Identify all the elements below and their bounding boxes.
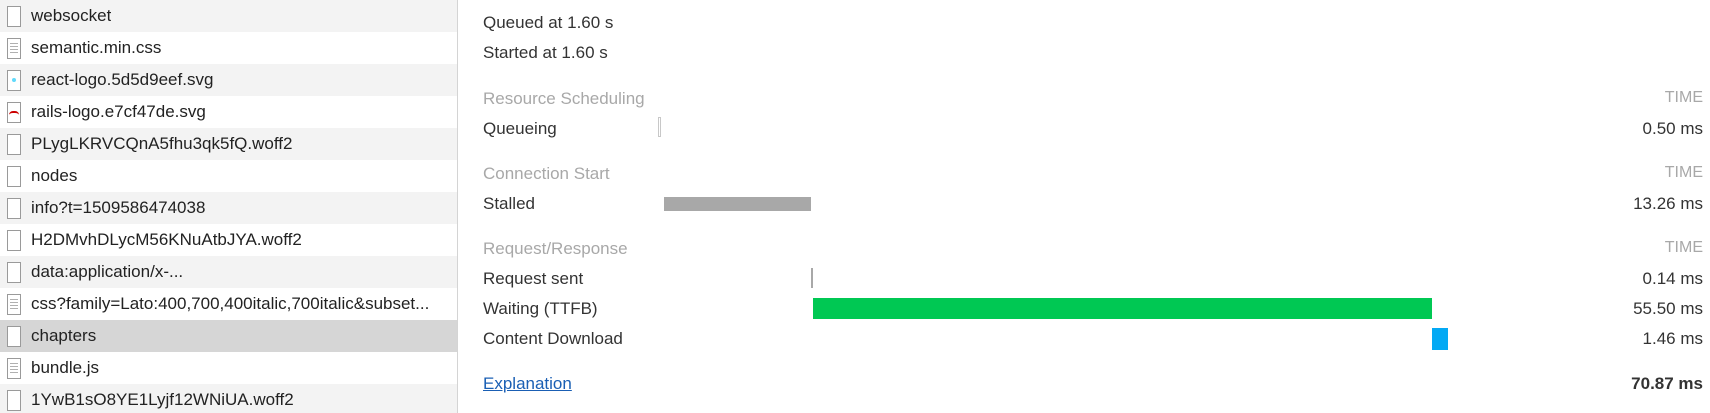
- timing-bar-waiting-ttfb[interactable]: [812, 298, 1432, 319]
- explanation-link[interactable]: Explanation: [483, 374, 572, 393]
- time-column-label: TIME: [1664, 164, 1703, 181]
- doc-icon: [7, 261, 21, 283]
- row-label-request-sent: Request sent: [483, 269, 584, 288]
- rails-image-icon: [7, 101, 21, 123]
- row-value-waiting-ttfb: 55.50 ms: [1633, 299, 1703, 318]
- row-value-content-download: 1.46 ms: [1642, 329, 1703, 348]
- css-file-icon: [7, 37, 21, 59]
- doc-icon: [7, 325, 21, 347]
- request-name: PLygLKRVCQnA5fhu3qk5fQ.woff2: [31, 134, 293, 153]
- request-name: 1YwB1sO8YE1Lyjf12WNiUA.woff2: [31, 390, 294, 409]
- timing-bar-stalled[interactable]: [663, 197, 812, 211]
- section-title-request-response: Request/Response: [483, 239, 628, 258]
- request-name: chapters: [31, 326, 97, 345]
- row-value-request-sent: 0.14 ms: [1642, 269, 1703, 288]
- request-list: websocket semantic.min.css react-logo.5d5d…: [0, 0, 458, 413]
- queued-at-text: Queued at 1.60 s: [483, 13, 614, 32]
- request-row[interactable]: chapters: [0, 320, 457, 352]
- doc-icon: [7, 229, 21, 251]
- request-name: css?family=Lato:400,700,400italic,700ita…: [31, 294, 430, 313]
- request-row[interactable]: rails-logo.e7cf47de.svg: [0, 96, 457, 128]
- timing-panel: Queued at 1.60 s Started at 1.60 s Resou…: [458, 0, 1710, 413]
- section-title-resource-scheduling: Resource Scheduling: [483, 89, 645, 108]
- request-row[interactable]: nodes: [0, 160, 457, 192]
- request-row[interactable]: bundle.js: [0, 352, 457, 384]
- row-value-stalled: 13.26 ms: [1633, 194, 1703, 213]
- request-name: data:application/x-...: [31, 262, 184, 281]
- request-name: semantic.min.css: [31, 38, 162, 57]
- request-row[interactable]: H2DMvhDLycM56KNuAtbJYA.woff2: [0, 224, 457, 256]
- row-label-stalled: Stalled: [483, 194, 535, 213]
- row-label-queueing: Queueing: [483, 119, 557, 138]
- timing-bar-queueing[interactable]: [658, 117, 661, 137]
- section-title-connection-start: Connection Start: [483, 164, 610, 183]
- timing-bar-request-sent[interactable]: [811, 268, 814, 288]
- request-name: nodes: [31, 166, 78, 185]
- request-row[interactable]: info?t=1509586474038: [0, 192, 457, 224]
- timing-bar-content-download[interactable]: [1431, 328, 1448, 350]
- request-name: websocket: [31, 6, 112, 25]
- request-name: react-logo.5d5d9eef.svg: [31, 70, 214, 89]
- css-file-icon: [7, 357, 21, 379]
- request-row[interactable]: react-logo.5d5d9eef.svg: [0, 64, 457, 96]
- doc-icon: [7, 5, 21, 27]
- doc-icon: [7, 389, 21, 411]
- request-row[interactable]: data:application/x-...: [0, 256, 457, 288]
- request-name: rails-logo.e7cf47de.svg: [31, 102, 206, 121]
- doc-icon: [7, 197, 21, 219]
- row-value-queueing: 0.50 ms: [1642, 119, 1703, 138]
- css-file-icon: [7, 293, 21, 315]
- doc-icon: [7, 165, 21, 187]
- started-at-text: Started at 1.60 s: [483, 43, 608, 62]
- request-row[interactable]: css?family=Lato:400,700,400italic,700ita…: [0, 288, 457, 320]
- request-row[interactable]: PLygLKRVCQnA5fhu3qk5fQ.woff2: [0, 128, 457, 160]
- request-name: H2DMvhDLycM56KNuAtbJYA.woff2: [31, 230, 302, 249]
- time-column-label: TIME: [1664, 239, 1703, 256]
- row-label-content-download: Content Download: [483, 329, 623, 348]
- react-image-icon: [7, 69, 21, 91]
- request-row[interactable]: semantic.min.css: [0, 32, 457, 64]
- time-column-label: TIME: [1664, 89, 1703, 106]
- request-name: info?t=1509586474038: [31, 198, 206, 217]
- row-label-waiting-ttfb: Waiting (TTFB): [483, 299, 598, 318]
- total-duration: 70.87 ms: [1631, 374, 1703, 393]
- request-row[interactable]: 1YwB1sO8YE1Lyjf12WNiUA.woff2: [0, 384, 457, 413]
- doc-icon: [7, 133, 21, 155]
- request-name: bundle.js: [31, 358, 100, 377]
- request-row[interactable]: websocket: [0, 0, 457, 32]
